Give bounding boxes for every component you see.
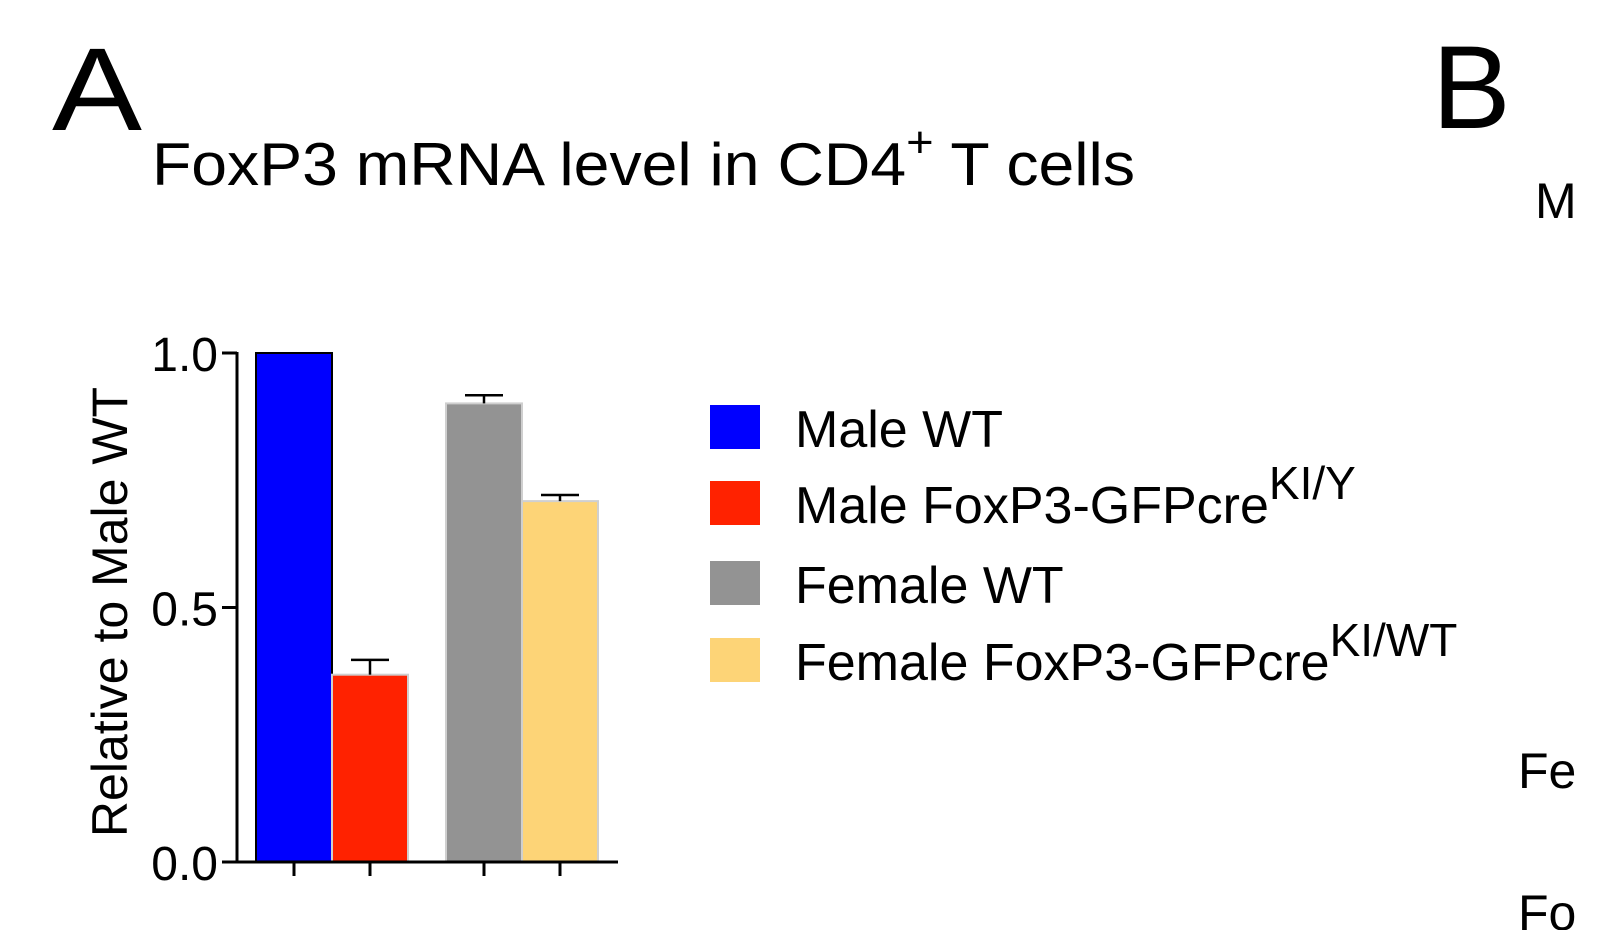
legend-superscript: KI/WT [1330,614,1458,666]
panel-b-partial-3: Fo [1518,885,1576,930]
legend-label-2: Male FoxP3-GFPcreKI/Y [795,457,1356,535]
legend-name: Male FoxP3-GFPcre [795,477,1269,535]
y-axis-label: Relative to Male WT [82,387,138,837]
legend-label-3: Female WT [795,557,1064,615]
legend-name: Female WT [795,557,1064,615]
plot-area: 0.0 0.5 1.0 [151,329,618,891]
panel-b-partial-1: M [1535,173,1577,229]
legend-label-4: Female FoxP3-GFPcreKI/WT [795,614,1457,692]
y-tick-label: 0.5 [151,584,218,637]
bar-4 [521,500,599,863]
legend-name: Female FoxP3-GFPcre [795,634,1330,692]
bar-1 [255,352,333,863]
title-main: FoxP3 mRNA level in CD4 [152,131,906,198]
chart-title: FoxP3 mRNA level in CD4 + T cells [152,118,1135,198]
y-tick-label: 0.0 [151,838,218,891]
bar-3 [445,402,523,863]
panel-b-partial-2: Fe [1518,743,1576,799]
legend-superscript: KI/Y [1269,457,1356,509]
title-sup: + [906,118,934,167]
title-suffix: T cells [934,131,1135,198]
legend-label-1: Male WT [795,401,1003,459]
panel-label-a: A [52,24,142,156]
legend-swatch-2 [710,481,760,525]
legend-swatch-4 [710,638,760,682]
legend-swatch-1 [710,405,760,449]
y-tick-label: 1.0 [151,329,218,382]
bar-2 [331,673,409,863]
legend-name: Male WT [795,401,1003,459]
legend-swatch-3 [710,561,760,605]
panel-label-b: B [1432,22,1511,154]
